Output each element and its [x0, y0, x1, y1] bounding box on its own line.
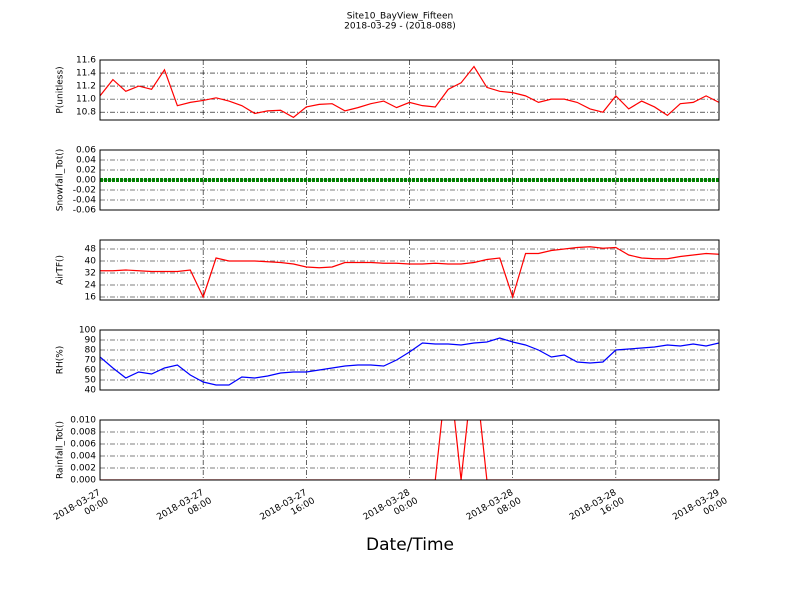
- y-tick-label: -0.04: [73, 196, 97, 206]
- plot-frame: [99, 329, 720, 391]
- y-tick-label: 0.004: [70, 452, 96, 462]
- y-tick-label: 50: [85, 376, 97, 386]
- y-tick-label: 11.6: [76, 56, 96, 66]
- x-tick-label: 2018-03-28 16:00: [568, 486, 627, 532]
- y-axis-label: AirTF(): [56, 255, 66, 285]
- y-tick-label: 0.06: [76, 146, 96, 156]
- y-tick-label: 80: [85, 346, 97, 356]
- plot-frame: [99, 149, 720, 211]
- y-axis-label: RH(%): [56, 346, 66, 375]
- x-tick-label: 2018-03-27 16:00: [258, 486, 317, 532]
- y-tick-label: 11.4: [76, 69, 96, 79]
- y-tick-label: 0.02: [76, 166, 96, 176]
- y-tick-label: 40: [85, 257, 97, 267]
- y-axis-label: Snowfall_Tot(): [56, 149, 66, 212]
- y-tick-label: 40: [85, 386, 97, 396]
- y-tick-label: 0.010: [70, 416, 96, 426]
- chart-title: Site10_BayView_Fifteen: [347, 12, 453, 22]
- y-tick-label: 0.006: [70, 440, 96, 450]
- y-tick-label: 16: [85, 293, 97, 303]
- data-line: [100, 65, 719, 119]
- x-tick-label: 2018-03-27 08:00: [155, 486, 214, 532]
- data-line: [100, 246, 719, 300]
- x-tick-label: 2018-03-28 08:00: [465, 486, 524, 532]
- chart-subtitle: 2018-03-29 - (2018-088): [344, 22, 456, 32]
- y-tick-label: 11.0: [76, 95, 96, 105]
- y-tick-label: 10.8: [76, 108, 96, 118]
- y-tick-label: 32: [85, 269, 96, 279]
- x-tick-label: 2018-03-29 00:00: [671, 486, 730, 532]
- data-line: [100, 337, 719, 386]
- y-tick-label: 60: [85, 366, 97, 376]
- y-axis-label: Rainfall_Tot(): [56, 421, 66, 479]
- y-tick-label: 0.008: [70, 428, 96, 438]
- y-tick-label: 70: [85, 356, 97, 366]
- y-tick-label: 0.00: [76, 176, 96, 186]
- plot-frame: [99, 419, 720, 481]
- y-tick-label: -0.02: [73, 186, 96, 196]
- y-axis-label: P(unitless): [56, 66, 66, 113]
- x-tick-label: 2018-03-28 00:00: [361, 486, 420, 532]
- y-tick-label: 0.04: [76, 156, 96, 166]
- y-tick-label: 100: [79, 326, 96, 336]
- plot-frame: [99, 59, 720, 121]
- plot-frame: [99, 239, 720, 301]
- x-tick-label: 2018-03-27 00:00: [52, 486, 111, 532]
- y-tick-label: -0.06: [73, 206, 97, 216]
- y-tick-label: 24: [85, 281, 97, 291]
- x-axis-label: Date/Time: [366, 535, 454, 555]
- y-tick-label: 90: [85, 336, 97, 346]
- y-tick-label: 0.002: [70, 464, 96, 474]
- y-tick-label: 48: [85, 245, 97, 255]
- y-tick-label: 11.2: [76, 82, 96, 92]
- y-tick-label: 0.000: [70, 476, 96, 486]
